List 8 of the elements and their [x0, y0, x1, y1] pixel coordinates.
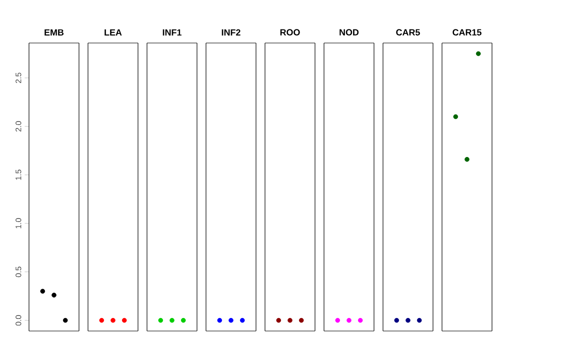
x-tick-label: INF1	[162, 29, 182, 36]
x-tick-label: CAR15	[452, 29, 482, 36]
x-tick-label: EMB	[44, 29, 64, 36]
x-tick-label: CAR5	[396, 29, 420, 36]
x-tick-label: ROO	[280, 29, 300, 36]
x-tick-label: NOD	[340, 29, 359, 36]
x-tick-label: INF2	[222, 29, 240, 36]
x-tick-label: LEA	[104, 29, 122, 36]
